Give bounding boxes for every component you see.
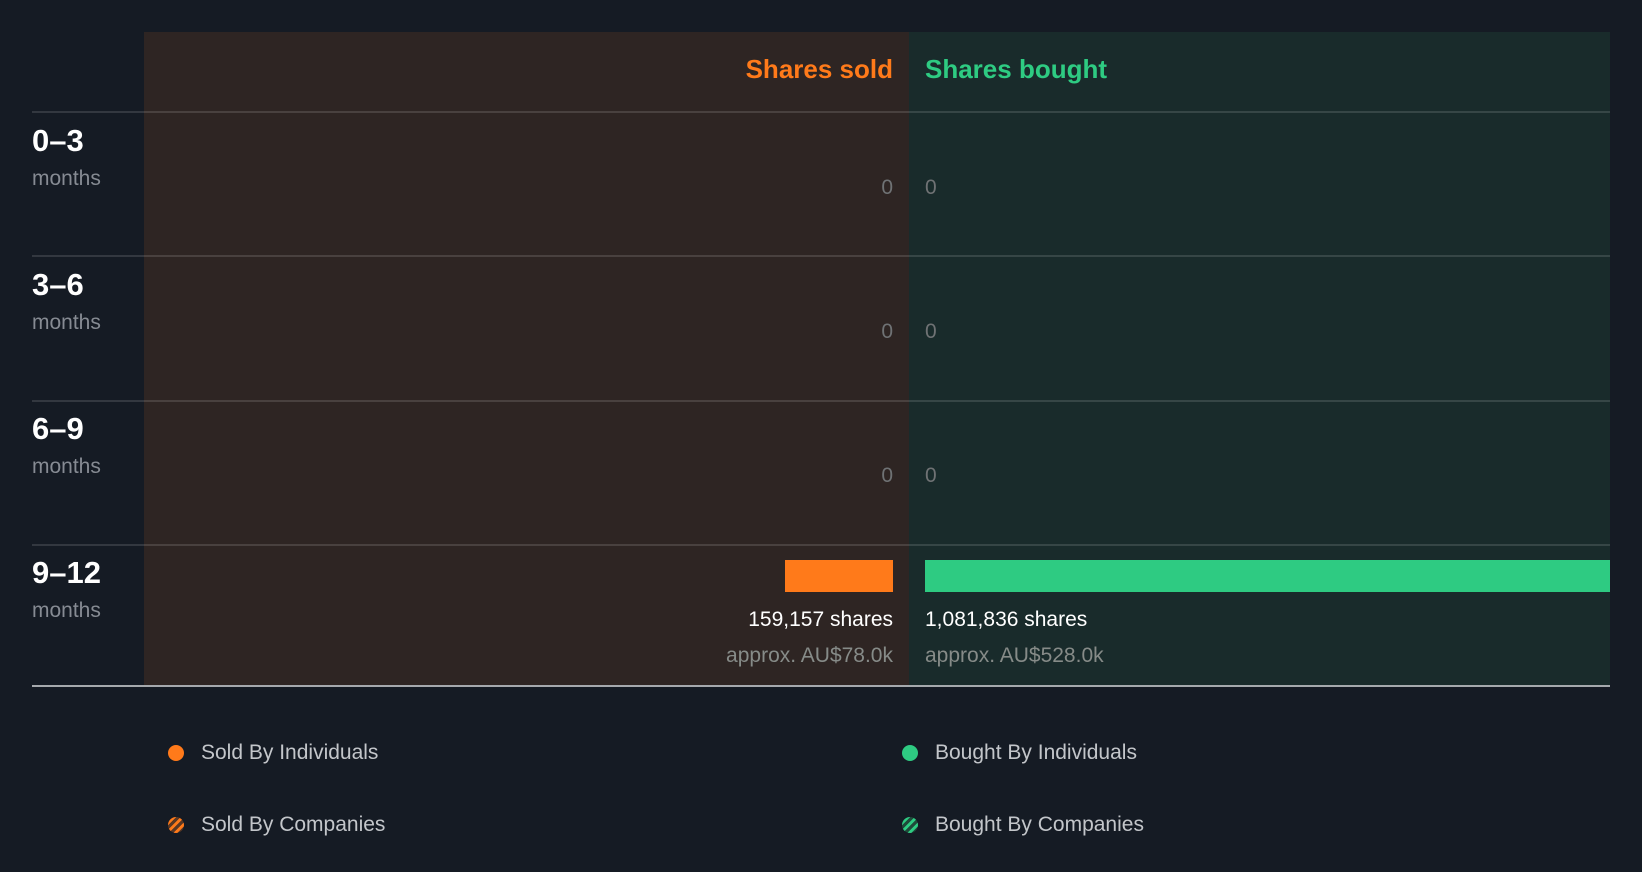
- legend-bought-companies[interactable]: Bought By Companies: [902, 813, 1144, 837]
- row-label-9-12: 9–12 months: [32, 556, 101, 623]
- legend-label: Bought By Individuals: [935, 741, 1137, 764]
- row-range: 9–12: [32, 555, 101, 590]
- green-striped-dot-icon: [902, 817, 918, 833]
- bought-bar-9-12[interactable]: [925, 560, 1610, 592]
- row-unit: months: [32, 599, 101, 622]
- row-unit: months: [32, 311, 101, 334]
- legend-label: Sold By Individuals: [201, 741, 379, 764]
- row-range: 3–6: [32, 267, 84, 302]
- legend-sold-individuals[interactable]: Sold By Individuals: [168, 741, 378, 765]
- chart-baseline: [32, 685, 1610, 687]
- sold-value-0-3: 0: [881, 176, 893, 199]
- sold-bar-9-12[interactable]: [785, 560, 893, 592]
- bought-value-3-6: 0: [925, 320, 937, 343]
- legend-label: Bought By Companies: [935, 813, 1144, 836]
- bought-value-6-9: 0: [925, 464, 937, 487]
- sold-approx-value-9-12: approx. AU$78.0k: [726, 644, 893, 667]
- row-label-6-9: 6–9 months: [32, 412, 101, 479]
- orange-dot-icon: [168, 745, 184, 761]
- row-unit: months: [32, 455, 101, 478]
- bought-approx-value-9-12: approx. AU$528.0k: [925, 644, 1104, 667]
- sold-value-3-6: 0: [881, 320, 893, 343]
- sold-shares-9-12: 159,157 shares: [748, 608, 893, 631]
- legend-sold-companies[interactable]: Sold By Companies: [168, 813, 385, 837]
- bought-shares-9-12: 1,081,836 shares: [925, 608, 1088, 631]
- row-divider: [32, 544, 1610, 546]
- row-label-3-6: 3–6 months: [32, 268, 101, 335]
- sold-panel: [144, 32, 909, 686]
- row-label-0-3: 0–3 months: [32, 124, 101, 191]
- legend-label: Sold By Companies: [201, 813, 386, 836]
- bought-value-0-3: 0: [925, 176, 937, 199]
- shares-sold-header: Shares sold: [745, 54, 893, 84]
- legend-bought-individuals[interactable]: Bought By Individuals: [902, 741, 1137, 765]
- row-divider: [32, 400, 1610, 402]
- sold-value-6-9: 0: [881, 464, 893, 487]
- orange-striped-dot-icon: [168, 817, 184, 833]
- row-divider: [32, 111, 1610, 113]
- green-dot-icon: [902, 745, 918, 761]
- row-unit: months: [32, 167, 101, 190]
- row-range: 0–3: [32, 123, 84, 158]
- row-divider: [32, 255, 1610, 257]
- shares-bought-header: Shares bought: [925, 54, 1108, 84]
- row-range: 6–9: [32, 411, 84, 446]
